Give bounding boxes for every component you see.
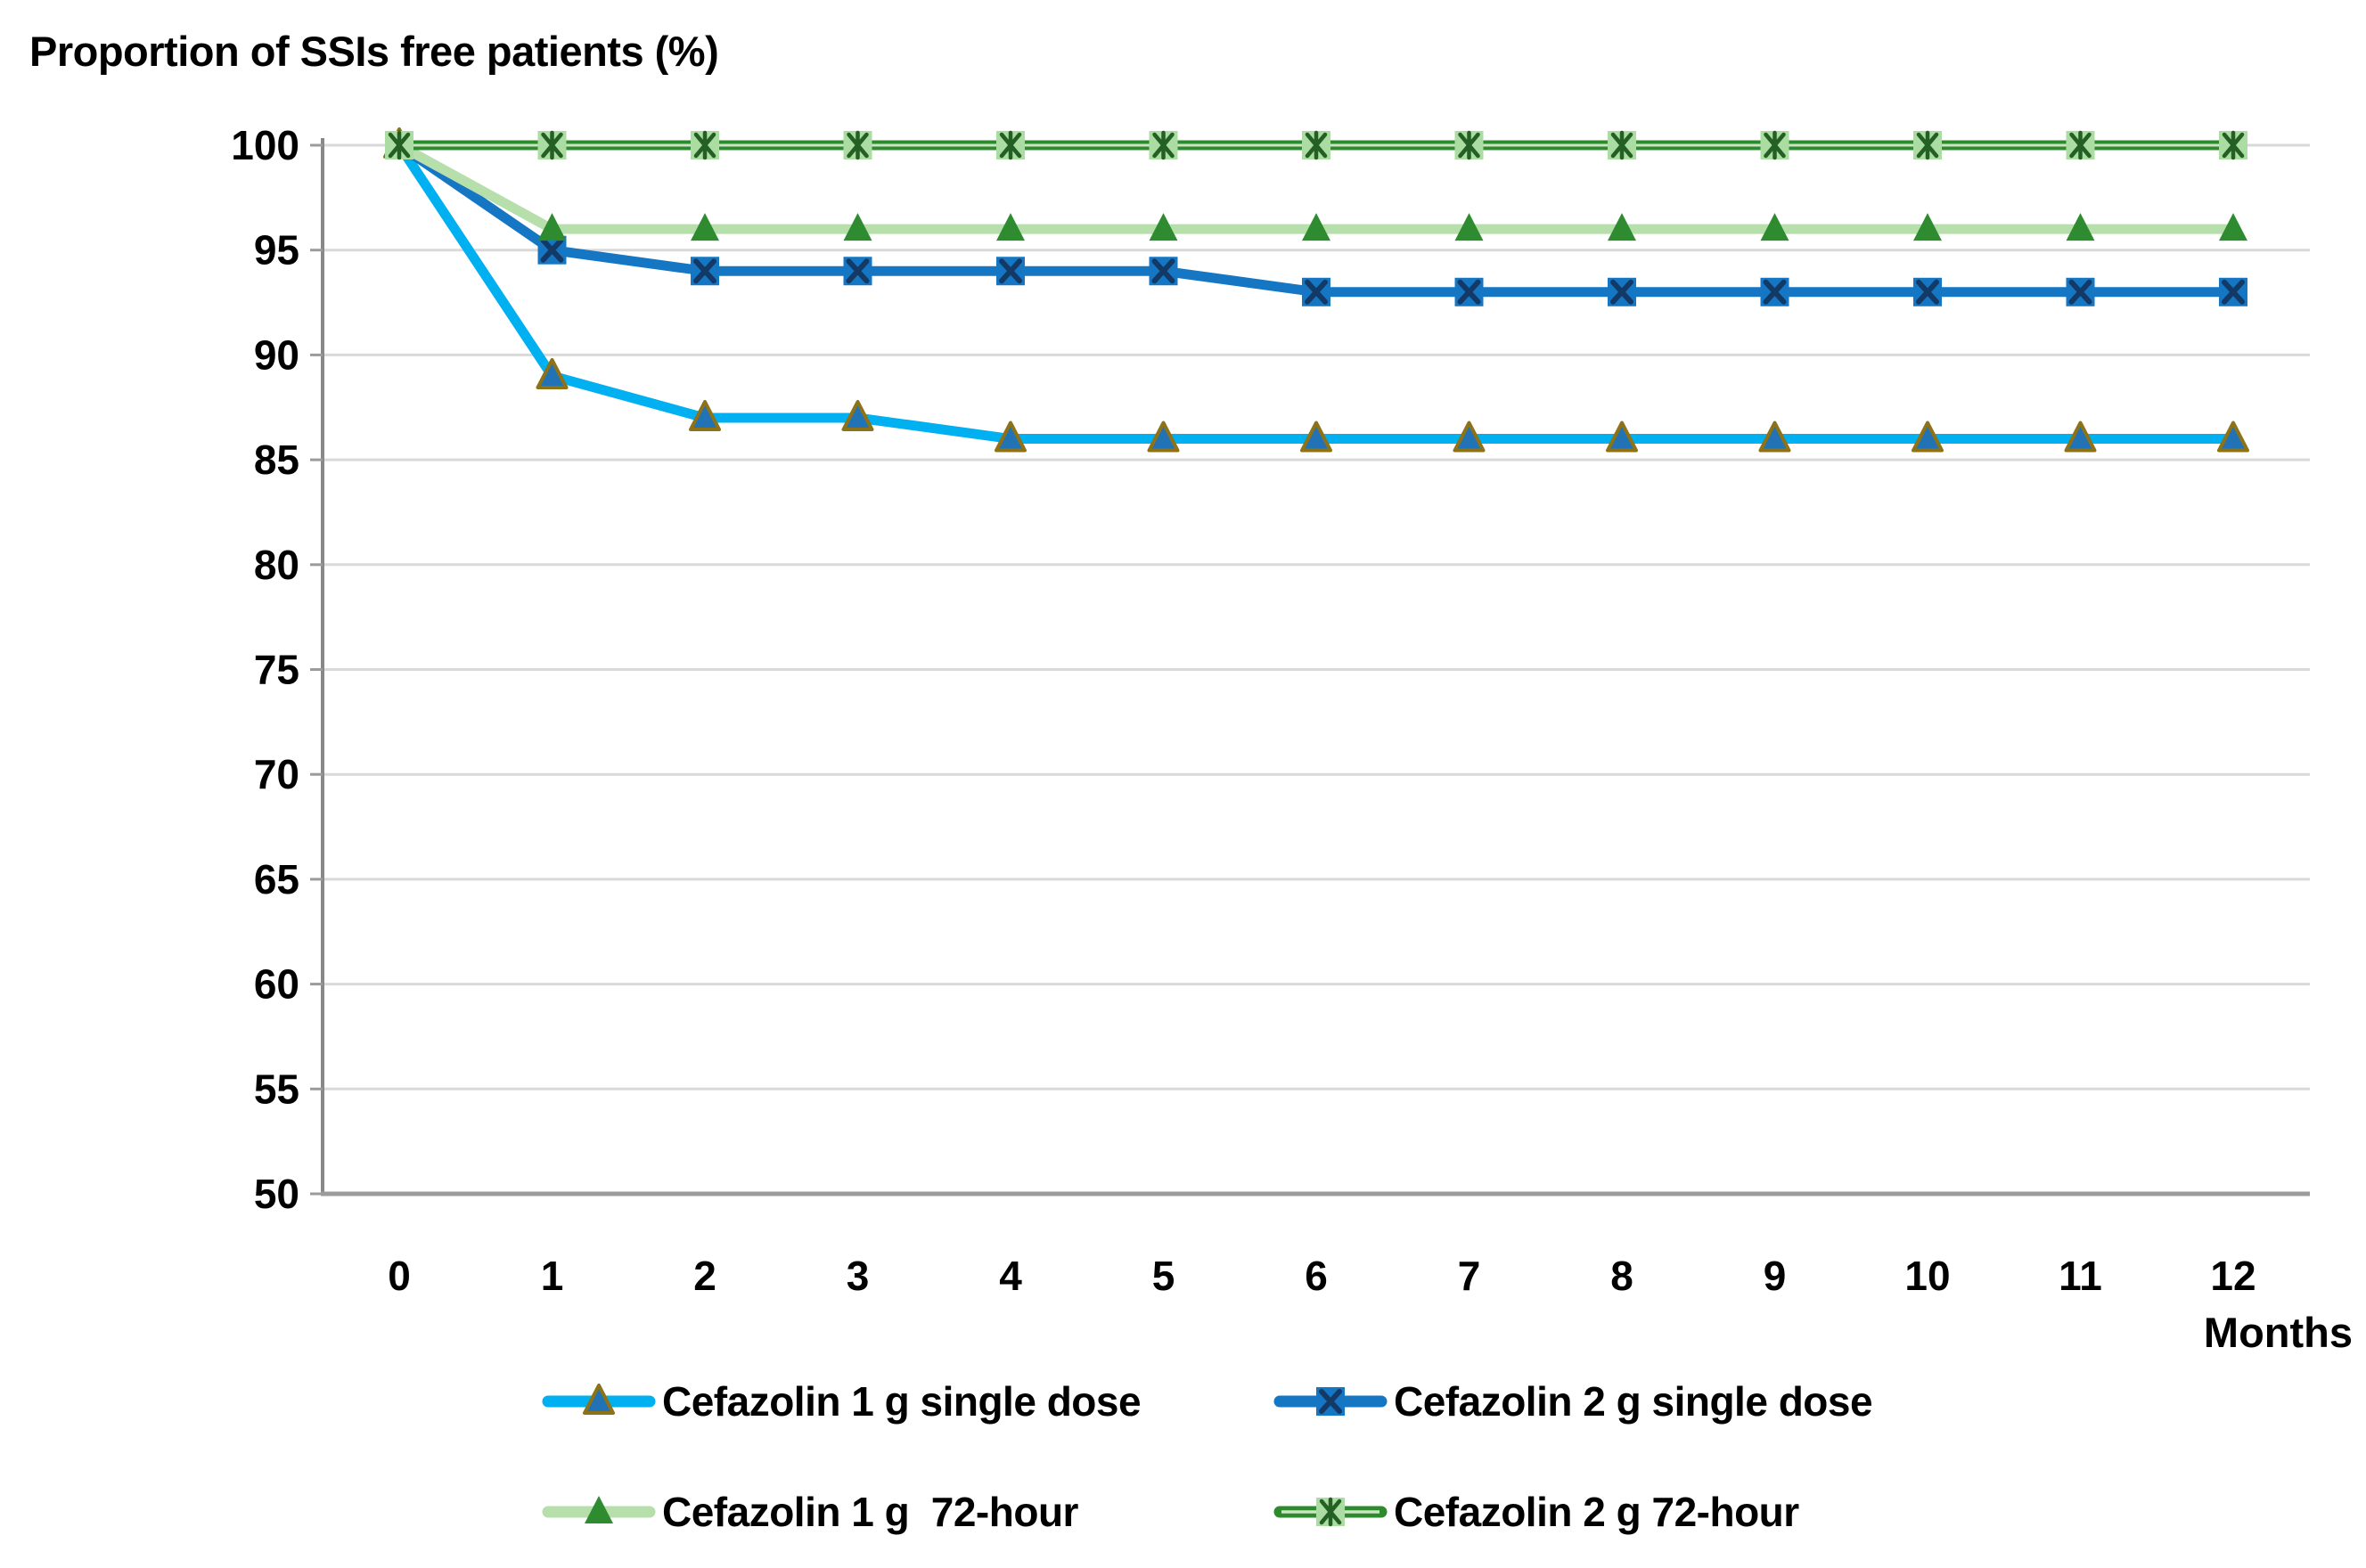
data-point-marker [1608,213,1636,241]
legend-label-2: Cefazolin 1 g 72-hour [662,1489,1078,1535]
data-point-marker-x [1916,279,1939,305]
data-point-marker-star [388,130,411,160]
data-point-marker [1454,213,1484,241]
data-point-marker [1913,213,1942,241]
data-point-marker-star [847,130,869,160]
x-axis-title: Months [2203,1309,2353,1356]
y-tick-label: 95 [254,227,299,274]
x-tick-label: 4 [999,1253,1022,1299]
legend-marker-1 [1273,1387,1388,1416]
data-point-marker [2217,421,2249,453]
data-point-marker [691,213,719,241]
y-tick-label: 90 [254,331,299,378]
data-point-marker [1758,421,1791,453]
data-point-marker-x [2222,279,2245,305]
data-point-marker [843,213,872,241]
x-tick-label: 9 [1764,1253,1787,1299]
data-point-marker [585,1496,613,1523]
data-point-marker-x [693,258,716,284]
data-point-marker-x [999,258,1022,284]
data-point-marker-star [2069,130,2092,160]
x-tick-label: 5 [1152,1253,1175,1299]
data-point-marker [2066,213,2095,241]
legend-item-0: Cefazolin 1 g single dose [541,1376,1273,1427]
legend-marker-3 [1273,1497,1388,1527]
data-point-marker [2064,421,2097,453]
data-point-marker [537,213,567,241]
x-tick-label: 7 [1458,1253,1481,1299]
data-point-marker-x [540,237,564,263]
x-tick-label: 10 [1904,1253,1950,1299]
x-tick-label: 6 [1305,1253,1328,1299]
y-tick-label: 60 [254,961,299,1008]
y-tick-label: 85 [254,437,299,483]
data-point-marker-x [1457,279,1481,305]
legend-label-1: Cefazolin 2 g single dose [1394,1378,1873,1425]
legend-label-0: Cefazolin 1 g single dose [662,1378,1142,1425]
data-point-marker [1760,213,1789,241]
data-point-marker-star [999,130,1022,160]
data-point-marker [689,400,721,432]
data-point-marker-star [1916,130,1939,160]
data-point-marker [1147,421,1180,453]
y-tick-label: 80 [254,542,299,588]
data-point-marker [1302,213,1330,241]
x-tick-label: 0 [388,1253,411,1299]
legend: Cefazolin 1 g single dose Cefazolin 2 g s… [541,1376,1873,1538]
data-point-marker [841,400,874,432]
data-point-marker [995,421,1027,453]
data-point-marker [1453,421,1486,453]
data-point-marker-star [1764,130,1786,160]
data-point-marker [996,213,1025,241]
y-tick-label: 50 [254,1171,299,1217]
data-point-marker [1300,421,1332,453]
x-tick-label: 1 [541,1253,564,1299]
chart-title: Proportion of SSIs free patients (%) [29,28,719,75]
legend-item-3: Cefazolin 2 g 72-hour [1273,1486,1872,1538]
data-point-marker-star [693,130,716,160]
data-point-marker [1606,421,1638,453]
data-point-marker-star [2222,130,2245,160]
legend-label-3: Cefazolin 2 g 72-hour [1394,1489,1799,1535]
data-point-marker-star [1319,1497,1342,1527]
data-point-marker-x [1610,279,1633,305]
data-point-marker-x [2068,279,2092,305]
data-point-marker-x [1151,258,1175,284]
data-point-marker-star [1152,130,1175,160]
y-tick-label: 65 [254,856,299,902]
data-point-marker-star [1610,130,1633,160]
legend-marker-0 [542,1384,656,1415]
data-point-marker [1912,421,1944,453]
x-tick-label: 8 [1610,1253,1633,1299]
data-point-marker-x [1763,279,1787,305]
data-point-marker [1149,213,1178,241]
y-tick-label: 70 [254,751,299,797]
data-point-marker-x [1305,279,1328,305]
y-tick-label: 55 [254,1066,299,1112]
data-point-marker [536,357,569,389]
data-point-marker-x [1319,1389,1342,1414]
data-point-marker [583,1384,615,1415]
data-point-marker-star [541,130,563,160]
x-tick-label: 12 [2210,1253,2255,1299]
data-point-marker-star [1458,130,1480,160]
legend-item-1: Cefazolin 2 g single dose [1273,1376,1873,1427]
x-tick-label: 3 [847,1253,870,1299]
x-tick-label: 2 [693,1253,716,1299]
legend-marker-2 [542,1496,656,1523]
x-tick-label: 11 [2059,1253,2102,1299]
y-tick-label: 100 [231,122,299,168]
legend-item-2: Cefazolin 1 g 72-hour [541,1486,1273,1538]
data-point-marker [2219,213,2247,241]
data-point-marker-x [846,258,870,284]
data-point-marker-star [1305,130,1328,160]
y-tick-label: 75 [254,647,299,693]
